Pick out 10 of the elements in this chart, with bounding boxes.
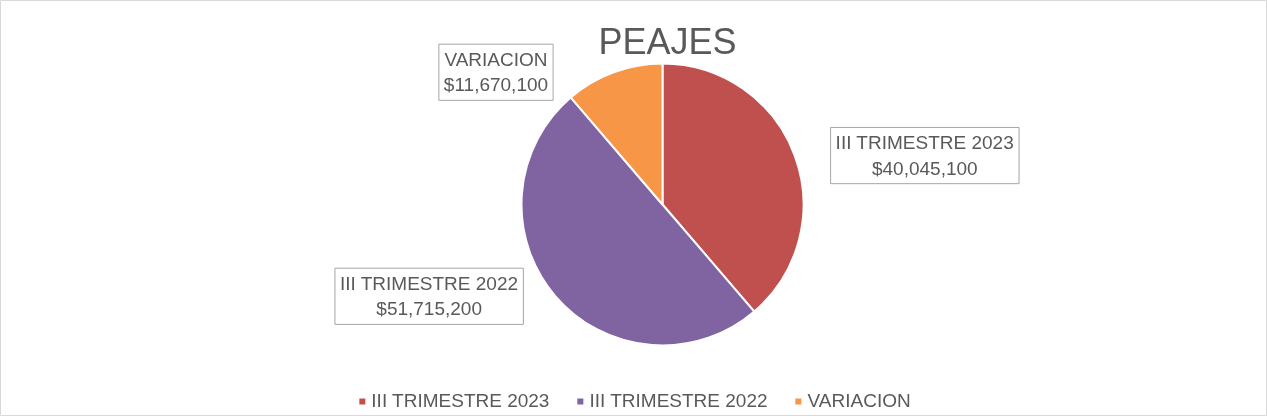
legend-label: III TRIMESTRE 2022 <box>589 390 768 412</box>
data-label: $11,670,100 <box>443 74 549 96</box>
data-label: $40,045,100 <box>871 157 978 179</box>
chart-title: PEAJES <box>598 20 737 62</box>
slice-label: III TRIMESTRE 2023 <box>835 132 1014 154</box>
slice-label: VARIACION <box>444 49 548 71</box>
data-label: $51,715,200 <box>376 298 483 320</box>
slice-label: III TRIMESTRE 2022 <box>339 273 519 295</box>
legend-label: VARIACION <box>807 390 911 412</box>
legend-label: III TRIMESTRE 2023 <box>371 390 550 412</box>
